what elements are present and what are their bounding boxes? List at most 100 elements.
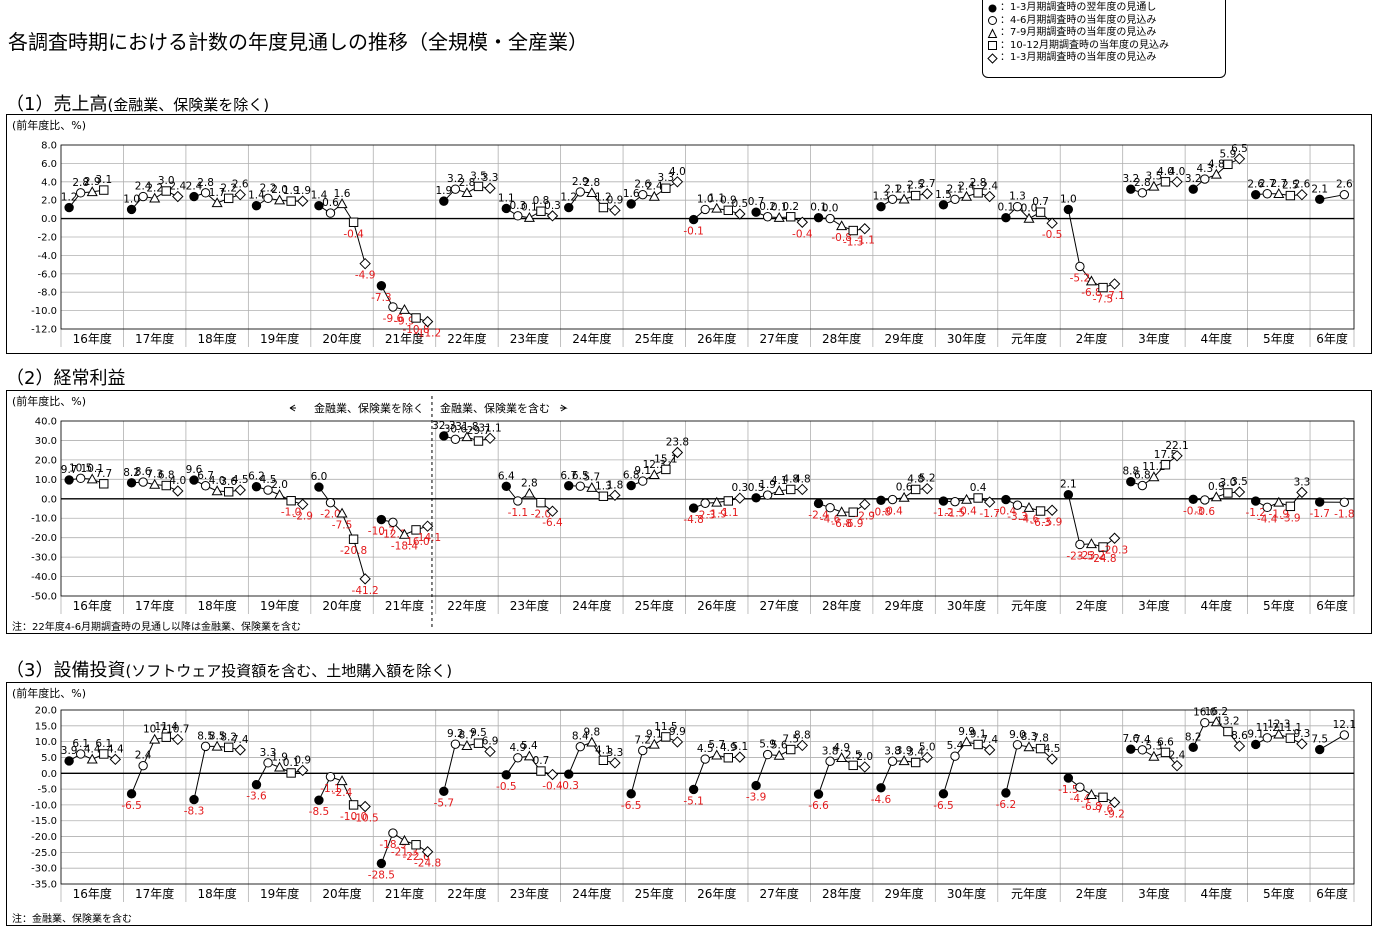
data-label: 2.6 xyxy=(634,179,651,191)
filled-circle-marker xyxy=(1315,744,1325,755)
diamond-marker xyxy=(921,751,933,764)
data-label: -5.2 xyxy=(1070,272,1091,284)
triangle-marker xyxy=(1148,750,1160,761)
circle-marker xyxy=(75,473,86,484)
circle-marker xyxy=(450,434,461,444)
circle-marker xyxy=(638,476,648,486)
filled-circle-marker xyxy=(501,481,511,492)
data-label: -1.5 xyxy=(945,508,966,520)
diamond-marker xyxy=(359,573,371,585)
y-tick-label: -20.0 xyxy=(31,533,57,544)
square-marker xyxy=(910,190,921,201)
triangle-marker xyxy=(898,755,910,766)
data-label: -2.9 xyxy=(855,510,876,522)
triangle-marker xyxy=(648,190,660,201)
circle-marker xyxy=(1012,740,1023,750)
triangle-marker xyxy=(211,740,223,751)
data-label: -0.4 xyxy=(542,781,563,793)
data-label: 2.0 xyxy=(856,751,873,763)
data-label: 6.1 xyxy=(95,738,112,750)
year-series: -0.8-0.4 0.64.85.2 xyxy=(871,473,936,519)
square-marker xyxy=(223,742,234,753)
x-tick-label: 5年度 xyxy=(1263,331,1295,346)
diamond-marker xyxy=(484,432,496,445)
diamond-marker xyxy=(1233,486,1246,498)
filled-circle-marker xyxy=(126,478,137,488)
data-label: 8.3 xyxy=(1021,731,1038,743)
circle-marker xyxy=(263,485,273,495)
data-label: 1.9 xyxy=(759,479,776,491)
circle-marker xyxy=(700,754,710,764)
data-label: -1.7 xyxy=(1309,508,1330,520)
diamond-marker xyxy=(1046,753,1058,765)
circle-marker xyxy=(1075,782,1085,792)
x-tick-label: 22年度 xyxy=(447,598,486,613)
data-label: -2.0 xyxy=(531,509,552,521)
filled-circle-marker xyxy=(564,202,574,213)
year-series: -6.6 3.84.92.52.0 xyxy=(808,742,873,812)
circle-marker xyxy=(700,204,710,215)
circle-marker xyxy=(1200,495,1210,505)
data-label: -4.6 xyxy=(1019,514,1040,526)
sales-chart: (前年度比、%) 8.0 6.0 4.0 2.0 0.0 -2.0 -4.0 -6.0 -8.0 -… xyxy=(6,114,1372,354)
data-label: 2.5 xyxy=(907,180,924,192)
data-label: -0.4 xyxy=(996,506,1017,518)
triangle-marker xyxy=(336,198,348,209)
y-tick-label: -25.0 xyxy=(31,848,57,859)
data-label: 4.4 xyxy=(107,743,124,755)
data-label: -7.5 xyxy=(1093,294,1114,306)
year-series: 1.62.62.43.34.0 xyxy=(623,166,686,209)
x-tick-label: 19年度 xyxy=(260,886,299,901)
x-tick-label: 29年度 xyxy=(884,331,923,346)
triangle-marker xyxy=(648,738,660,749)
data-label: -4.4 xyxy=(1070,793,1091,805)
data-label: -0.5 xyxy=(496,781,517,793)
data-label: 6.8 xyxy=(1134,470,1151,482)
data-label: 2.4 xyxy=(1169,750,1186,762)
triangle-marker xyxy=(961,190,973,201)
square-marker xyxy=(973,493,983,503)
data-label: 9.1 xyxy=(1247,728,1264,740)
data-label: -9.9 xyxy=(394,316,415,328)
triangle-marker xyxy=(836,752,848,762)
circle-marker xyxy=(638,745,648,756)
chart-note: 注：22年度4-6月期調査時の見通し以降は金融業、保険業を含む xyxy=(12,620,301,633)
y-tick-label: -20.0 xyxy=(31,832,57,843)
data-label: 23.8 xyxy=(666,437,689,449)
data-label: 0.3 xyxy=(732,482,749,494)
square-marker xyxy=(598,491,609,501)
data-label: 7.2 xyxy=(634,734,651,746)
circle-marker xyxy=(1200,717,1210,728)
filled-circle-marker xyxy=(751,780,761,791)
circle-marker xyxy=(263,193,273,204)
triangle-marker xyxy=(523,750,535,761)
triangle-marker xyxy=(149,192,161,203)
triangle-marker xyxy=(274,761,286,772)
year-series: -5.1 4.55.74.95.1 xyxy=(683,739,748,807)
y-tick-label: 15.0 xyxy=(35,721,57,732)
square-marker xyxy=(473,181,484,192)
data-label: 3.5 xyxy=(1146,170,1163,182)
data-label: 9.7 xyxy=(61,464,78,476)
y-axis-label: (前年度比、%) xyxy=(12,394,86,408)
circle-marker xyxy=(513,753,523,763)
data-label: 2.8 xyxy=(459,177,476,189)
circle-marker xyxy=(200,188,211,198)
filled-circle-marker xyxy=(314,482,324,492)
data-label: 7.5 xyxy=(782,734,799,746)
filled-circle-marker xyxy=(751,207,761,217)
triangle-marker xyxy=(523,211,535,222)
data-label: 5.1 xyxy=(732,741,749,753)
data-label: -1.5 xyxy=(1058,784,1079,796)
data-label: 2.8 xyxy=(583,177,600,189)
x-tick-label: 元年度 xyxy=(1011,331,1047,346)
filled-circle-marker xyxy=(564,769,574,779)
circle-marker xyxy=(138,477,148,487)
data-label: 2.9 xyxy=(572,176,589,188)
x-tick-label: 27年度 xyxy=(760,886,799,901)
data-label: 2.4 xyxy=(981,181,998,193)
triangle-marker xyxy=(898,193,910,204)
data-label: 0.1 xyxy=(521,202,538,214)
data-label: 8.8 xyxy=(794,729,811,741)
diamond-marker xyxy=(609,204,621,217)
